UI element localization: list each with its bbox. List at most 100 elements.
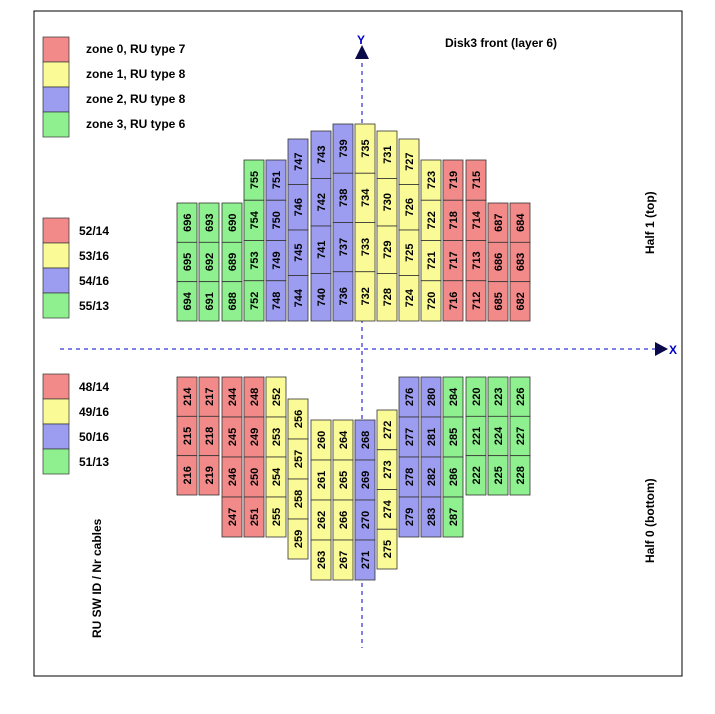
bottom-module-label-266: 266 [338,511,350,529]
half-bottom-label: Half 0 (bottom) [643,478,657,563]
bottom-cable-swatch-0 [42,373,70,400]
zone-legend-item-3: zone 3, RU type 6 [42,111,186,138]
top-cable-swatch-1 [42,242,70,269]
bottom-module-label-249: 249 [249,428,261,446]
top-module-label-733: 733 [360,238,372,256]
bottom-module-259 [287,518,309,560]
bottom-module-225 [487,455,509,496]
top-module-label-721: 721 [426,251,438,269]
bottom-module-label-275: 275 [382,540,394,558]
top-module-label-683: 683 [515,253,527,271]
top-module-label-729: 729 [382,241,394,259]
bottom-module-label-220: 220 [471,387,483,405]
top-module-label-690: 690 [227,213,239,231]
bottom-module-label-224: 224 [493,426,505,445]
bottom-module-263 [310,539,332,581]
top-module-label-720: 720 [426,292,438,310]
zone-2-label: zone 2, RU type 8 [86,92,186,106]
top-module-label-747: 747 [293,153,305,171]
x-axis-arrow-icon [655,342,668,356]
top-module-label-714: 714 [471,210,483,229]
bottom-module-247 [221,496,243,538]
top-module-label-715: 715 [471,171,483,189]
top-module-736 [332,271,354,322]
top-module-label-746: 746 [293,198,305,216]
zone-3-label: zone 3, RU type 6 [86,117,186,131]
bottom-module-label-257: 257 [293,450,305,468]
bottom-cable-swatch-1 [42,398,70,425]
bottom-module-label-219: 219 [204,466,216,484]
top-module-label-739: 739 [338,139,350,157]
bottom-module-label-252: 252 [271,388,283,406]
bottom-module-label-245: 245 [227,428,239,446]
bottom-cable-legend: 48/14 49/16 50/16 51/13 [42,373,109,475]
bottom-module-label-279: 279 [404,508,416,526]
bottom-module-label-284: 284 [448,387,460,406]
bottom-module-label-260: 260 [316,431,328,449]
bottom-module-275 [376,528,398,570]
top-module-label-754: 754 [249,210,261,229]
top-module-740 [310,273,332,322]
zone-legend: zone 0, RU type 7 zone 1, RU type 8 zone… [42,36,186,138]
bottom-module-label-217: 217 [204,387,216,405]
bottom-cable-label-2: 50/16 [79,430,109,444]
top-cable-swatch-3 [42,292,70,319]
bottom-module-label-225: 225 [493,466,505,484]
top-module-label-726: 726 [404,198,416,216]
top-half-modules: 696 695 694 693 692 691 690 689 688 755 754 753 752 7… [176,123,531,322]
top-module-label-723: 723 [426,171,438,189]
top-module-688 [221,281,243,322]
bottom-module-label-262: 262 [316,511,328,529]
bottom-module-251 [243,496,265,538]
bottom-module-label-221: 221 [471,427,483,445]
bottom-module-label-265: 265 [338,471,350,489]
zone-3-swatch [42,111,70,138]
bottom-module-216 [176,455,198,496]
top-module-label-688: 688 [227,292,239,310]
bottom-module-label-216: 216 [182,466,194,484]
top-module-label-736: 736 [338,287,350,305]
top-module-694 [176,281,198,322]
top-cable-label-1: 53/16 [79,249,109,263]
x-axis-label: X [669,343,677,357]
half-top-label: Half 1 (top) [643,191,657,254]
top-module-label-751: 751 [271,171,283,189]
top-module-label-734: 734 [360,188,372,207]
top-cable-swatch-2 [42,267,70,294]
bottom-module-label-269: 269 [360,471,372,489]
top-module-label-695: 695 [182,253,194,271]
bottom-module-label-268: 268 [360,431,372,449]
bottom-module-label-259: 259 [293,530,305,548]
bottom-module-label-281: 281 [426,428,438,446]
bottom-cable-swatch-3 [42,448,70,475]
bottom-module-label-218: 218 [204,427,216,445]
top-module-label-684: 684 [515,213,527,232]
bottom-module-label-246: 246 [227,468,239,486]
top-cable-label-0: 52/14 [79,224,109,238]
top-module-label-712: 712 [471,292,483,310]
zone-0-label: zone 0, RU type 7 [86,42,186,56]
bottom-module-label-273: 273 [382,460,394,478]
top-module-label-685: 685 [493,292,505,310]
bottom-module-label-250: 250 [249,468,261,486]
top-module-label-718: 718 [448,211,460,229]
top-module-732 [354,271,376,322]
top-module-728 [376,273,398,322]
bottom-module-label-251: 251 [249,508,261,526]
top-module-label-753: 753 [249,251,261,269]
bottom-module-label-285: 285 [448,428,460,446]
top-module-label-719: 719 [448,171,460,189]
y-axis-arrow-icon [355,45,369,59]
top-module-685 [487,281,509,322]
bottom-half-modules: 214 215 216 217 218 219 244 245 246 247 248 249 250 2… [176,376,531,581]
bottom-module-label-258: 258 [293,490,305,508]
bottom-module-label-253: 253 [271,428,283,446]
bottom-module-label-214: 214 [182,387,194,406]
top-module-label-696: 696 [182,213,194,231]
cable-legend-side-label: RU SW ID / Nr cables [90,518,104,638]
zone-1-label: zone 1, RU type 8 [86,67,186,81]
top-module-label-692: 692 [204,253,216,271]
top-module-label-738: 738 [338,189,350,207]
bottom-module-label-261: 261 [316,471,328,489]
